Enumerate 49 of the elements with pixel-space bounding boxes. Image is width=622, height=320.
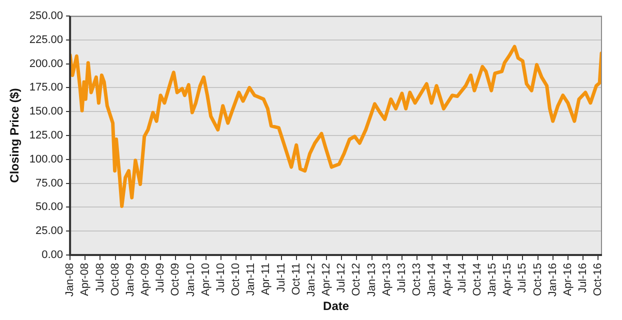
x-tick-label: Jul-13 [396, 262, 408, 293]
x-tick-label: Jan-11 [245, 262, 258, 296]
y-tick-label: 150.00 [29, 106, 64, 118]
x-tick-label: Apr-13 [380, 262, 393, 296]
x-tick-label: Jul-16 [577, 262, 590, 293]
x-tick-label: Jan-15 [486, 262, 499, 297]
x-tick-label: Jan-16 [546, 262, 559, 297]
y-tick-label: 50.00 [36, 201, 64, 214]
y-tick-label: 175.00 [29, 82, 64, 94]
x-tick-label: Oct-14 [471, 262, 484, 296]
x-tick-label: Apr-09 [140, 262, 152, 296]
x-tick-label: Apr-16 [562, 262, 574, 296]
x-axis-title: Date [323, 299, 350, 314]
x-tick-label: Oct-09 [170, 262, 182, 296]
x-tick-label: Oct-15 [532, 262, 544, 296]
y-tick-label: 250.00 [29, 10, 64, 22]
x-tick-label: Jul-15 [516, 262, 529, 293]
x-tick-label: Jan-08 [64, 262, 76, 297]
x-tick-label: Apr-08 [79, 262, 92, 296]
x-tick-label: Apr-12 [320, 262, 333, 296]
y-tick-label: 225.00 [29, 34, 64, 46]
x-tick-label: Oct-12 [350, 262, 363, 296]
y-tick-label: 75.00 [36, 177, 64, 190]
x-tick-label: Oct-08 [109, 262, 122, 296]
y-tick-label: 100.00 [29, 153, 64, 166]
x-tick-label: Jul-09 [154, 262, 167, 293]
x-tick-label: Jan-13 [366, 262, 378, 297]
x-tick-label: Jul-11 [275, 262, 288, 292]
x-tick-label: Apr-15 [502, 262, 514, 296]
x-tick-label: Apr-11 [260, 262, 272, 296]
x-tick-label: Jan-10 [184, 262, 197, 297]
x-tick-label: Jul-14 [456, 262, 468, 293]
y-tick-label: 0.00 [42, 248, 64, 261]
x-tick-label: Oct-11 [290, 262, 302, 296]
x-tick-label: Jan-09 [124, 262, 136, 297]
y-axis-title: Closing Price ($) [8, 88, 22, 183]
y-tick-label: 25.00 [36, 225, 64, 238]
x-tick-label: Jul-08 [94, 262, 106, 293]
x-tick-label: Oct-13 [411, 262, 424, 296]
x-tick-label: Apr-14 [441, 262, 454, 296]
y-tick-label: 125.00 [29, 130, 64, 142]
x-tick-label: Jul-10 [214, 262, 227, 293]
y-tick-label: 200.00 [29, 58, 64, 70]
x-tick-label: Apr-10 [200, 262, 212, 296]
x-tick-label: Jan-12 [305, 262, 318, 297]
x-tick-label: Jul-12 [336, 262, 348, 293]
x-tick-label: Oct-16 [592, 262, 604, 296]
x-tick-label: Oct-10 [230, 262, 242, 296]
x-tick-label: Jan-14 [426, 262, 438, 297]
